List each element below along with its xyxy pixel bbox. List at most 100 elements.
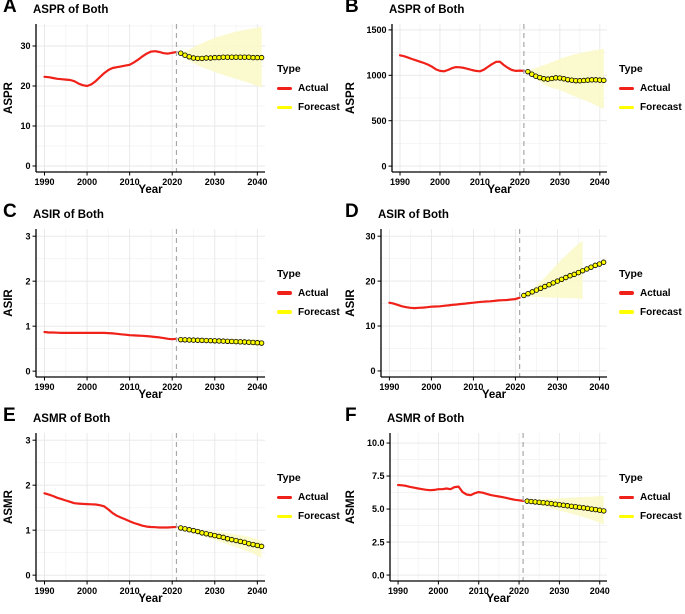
svg-text:1500: 1500 — [366, 25, 386, 35]
legend-title: Type — [277, 472, 301, 485]
svg-text:2010: 2010 — [463, 382, 483, 392]
legend-label-actual: Actual — [298, 287, 329, 299]
panel-c: C ASIR of Both ASIR 1990 2000 2010 2020 2030… — [0, 201, 342, 410]
legend-item-forecast: Forecast — [277, 307, 340, 318]
svg-text:2030: 2030 — [205, 586, 225, 596]
legend: Type Actual Forecast — [619, 268, 682, 326]
svg-text:2000: 2000 — [77, 382, 97, 392]
legend-item-actual: Actual — [619, 492, 682, 503]
legend-item-actual: Actual — [277, 492, 340, 503]
panel-d: D ASIR of Both ASIR 1990 2000 2010 2020 2030… — [342, 201, 685, 410]
legend-title: Type — [619, 267, 643, 280]
legend-item-forecast: Forecast — [619, 307, 682, 318]
x-axis-label: Year — [481, 388, 507, 401]
actual-line-swatch-icon — [619, 495, 634, 500]
legend-label-actual: Actual — [640, 492, 671, 504]
svg-text:1990: 1990 — [34, 382, 54, 392]
svg-text:0: 0 — [25, 366, 30, 376]
forecast-line-swatch-icon — [277, 514, 292, 519]
panel-title: ASIR of Both — [33, 208, 104, 221]
legend-item-actual: Actual — [277, 83, 340, 94]
legend-title: Type — [277, 63, 301, 75]
panel-title: ASMR of Both — [33, 413, 111, 426]
actual-line-swatch-icon — [277, 291, 292, 295]
plot-area: 1990 2000 2010 2020 2030 2040 0 1 2 3 — [25, 433, 267, 596]
legend-label-forecast: Forecast — [298, 102, 340, 113]
svg-text:1990: 1990 — [34, 586, 54, 596]
svg-text:1990: 1990 — [390, 177, 410, 187]
panel-title: ASPR of Both — [389, 4, 465, 16]
legend-item-actual: Actual — [619, 288, 682, 299]
svg-text:0: 0 — [25, 161, 30, 171]
svg-text:2: 2 — [25, 481, 30, 491]
svg-text:10: 10 — [365, 321, 375, 331]
svg-text:2: 2 — [25, 276, 30, 286]
forecast-line-swatch-icon — [619, 105, 634, 110]
legend: Type Actual Forecast — [277, 63, 340, 121]
svg-text:2030: 2030 — [547, 382, 567, 392]
svg-text:2020: 2020 — [510, 177, 530, 187]
panel-b: B ASPR of Both ASPR 1990 2000 2010 2020 2030… — [342, 0, 685, 205]
legend-label-actual: Actual — [298, 83, 329, 94]
svg-text:2040: 2040 — [247, 586, 267, 596]
svg-text:2030: 2030 — [550, 177, 570, 187]
legend-item-actual: Actual — [277, 288, 340, 299]
x-axis-label: Year — [486, 593, 511, 606]
svg-text:2020: 2020 — [509, 586, 529, 596]
svg-text:20: 20 — [20, 81, 30, 91]
svg-text:2020: 2020 — [162, 586, 182, 596]
legend-item-forecast: Forecast — [277, 511, 340, 522]
forecast-line-swatch-icon — [277, 310, 292, 314]
svg-text:2010: 2010 — [120, 586, 140, 596]
svg-text:3: 3 — [25, 231, 30, 241]
actual-line-swatch-icon — [619, 86, 634, 91]
panel-letter-d: D — [345, 200, 360, 222]
svg-text:10.0: 10.0 — [367, 438, 385, 448]
svg-text:0: 0 — [381, 161, 386, 171]
svg-text:2030: 2030 — [549, 586, 569, 596]
x-axis-label: Year — [138, 593, 163, 606]
forecast-line-swatch-icon — [619, 310, 634, 314]
panel-e: E ASMR of Both ASMR 1990 2000 2010 2020 2030… — [0, 405, 342, 614]
legend-item-forecast: Forecast — [277, 102, 340, 113]
svg-text:2020: 2020 — [162, 177, 182, 187]
svg-text:20: 20 — [365, 276, 375, 286]
panel-letter-a: A — [3, 0, 18, 17]
svg-text:1990: 1990 — [388, 586, 408, 596]
x-axis-label: Year — [138, 388, 163, 401]
legend-label-forecast: Forecast — [298, 511, 340, 523]
svg-text:0: 0 — [25, 571, 30, 581]
plot-area: 1990 2000 2010 2020 2030 2040 0 500 1000 1500 — [366, 24, 610, 187]
legend-label-actual: Actual — [640, 83, 671, 94]
svg-text:2020: 2020 — [162, 382, 182, 392]
svg-text:2000: 2000 — [430, 177, 450, 187]
x-axis-label: Year — [487, 184, 512, 196]
x-axis-label: Year — [138, 184, 163, 196]
panel-letter-e: E — [3, 405, 17, 427]
svg-text:1: 1 — [25, 321, 30, 331]
svg-text:1990: 1990 — [379, 382, 399, 392]
svg-text:2000: 2000 — [421, 382, 441, 392]
svg-text:500: 500 — [371, 116, 386, 126]
panel-title: ASMR of Both — [387, 413, 465, 426]
legend-label-actual: Actual — [640, 287, 671, 299]
actual-line-swatch-icon — [619, 291, 634, 295]
legend-item-actual: Actual — [619, 83, 682, 94]
panel-letter-b: B — [345, 0, 360, 17]
svg-text:2020: 2020 — [505, 382, 525, 392]
legend-label-forecast: Forecast — [298, 306, 340, 318]
panel-letter-c: C — [3, 200, 18, 222]
svg-text:2010: 2010 — [120, 382, 140, 392]
svg-text:5.0: 5.0 — [372, 504, 385, 514]
actual-line-swatch-icon — [277, 495, 292, 500]
svg-text:2040: 2040 — [589, 382, 609, 392]
actual-line-swatch-icon — [277, 86, 292, 91]
legend-label-forecast: Forecast — [640, 102, 682, 113]
svg-text:2040: 2040 — [590, 177, 610, 187]
svg-text:2030: 2030 — [205, 382, 225, 392]
legend-title: Type — [277, 267, 301, 280]
svg-text:2010: 2010 — [470, 177, 490, 187]
svg-text:2000: 2000 — [428, 586, 448, 596]
